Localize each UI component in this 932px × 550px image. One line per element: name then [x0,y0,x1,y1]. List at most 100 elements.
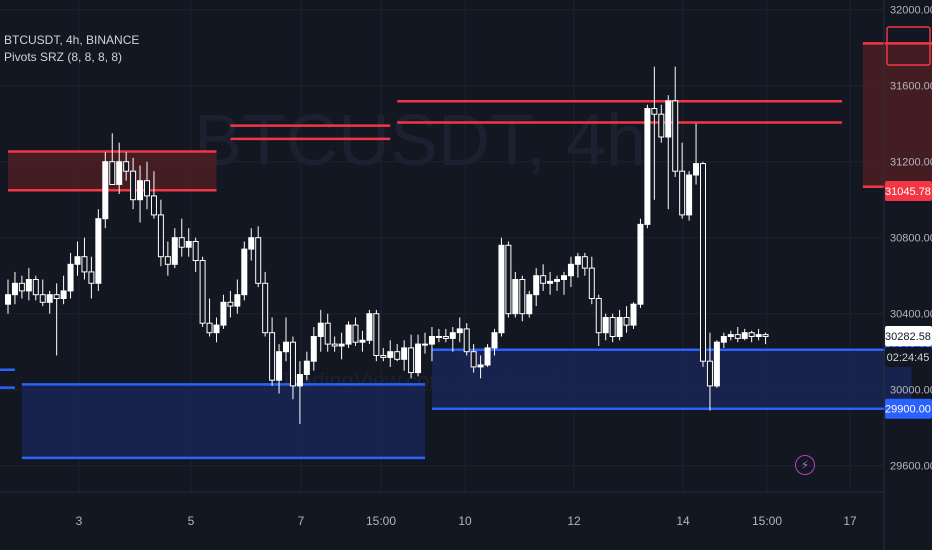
y-tick-label: 30800.00 [890,233,932,245]
y-tick-label: 30400.00 [890,309,932,321]
candle-body [269,332,276,381]
candle-body [248,237,255,250]
price-tag-bg [885,181,932,202]
candle-body [484,347,491,366]
candle-body [373,313,380,357]
candle-body [727,334,734,338]
candle-body [456,328,463,334]
x-tick-label: 15:00 [752,514,782,528]
watermark-symbol: BTCUSDT, 4h [194,101,646,181]
y-tick-label: 29600.00 [890,461,932,473]
candle-body [206,322,213,334]
indicator-legend[interactable]: Pivots SRZ (8, 8, 8, 8) [4,50,123,64]
candle-body [526,294,533,315]
candle-body [18,282,25,292]
candle-body [470,351,477,368]
candle-body [547,280,554,284]
candle-body [331,343,338,347]
candle-body [157,214,164,258]
candle-body [748,332,755,338]
candle-body [630,303,637,326]
candle-body [672,100,679,172]
candle-body [519,279,526,315]
resistance-zone-fill [862,43,932,187]
price-axis[interactable]: 32000.00 31600.00 31200.00 30800.00 30400.00… [890,5,932,473]
candle-body [67,263,74,292]
time-axis[interactable]: 3 5 7 15:00 10 12 14 15:00 17 [76,514,857,528]
support-zone-fill [21,384,426,458]
candle-body [178,237,185,248]
candle-body [706,360,713,387]
candle-body [616,317,623,337]
candle-body [734,334,741,339]
candle-body [463,328,470,353]
countdown-tag: 02:24:45 [887,352,930,364]
x-tick-label: 17 [843,514,857,528]
y-tick-label: 30000.00 [890,385,932,397]
candle-body [408,347,415,374]
candle-body [88,271,95,284]
candle-body [602,317,609,334]
candle-body [192,241,199,261]
candle-body [150,195,157,216]
symbol-legend[interactable]: BTCUSDT, 4h, BINANCE [4,33,140,47]
candle-body [25,279,32,292]
candle-body [345,324,352,345]
candle-body [366,313,373,341]
candle-body [401,347,408,360]
candle-body [651,108,658,115]
candle-body [762,334,769,338]
candlestick-series [5,66,769,424]
candle-body [700,163,706,362]
candle-body [164,256,171,265]
candle-body [32,279,39,296]
candle-body [227,301,234,307]
candle-body [283,341,289,353]
x-tick-label: 7 [298,514,305,528]
x-tick-label: 10 [458,514,472,528]
candle-body [741,332,748,339]
candle-body [623,317,630,326]
pivot-zones [0,42,932,460]
candle-body [755,334,762,338]
candle-body [533,275,540,296]
x-tick-label: 12 [567,514,581,528]
price-scale-button[interactable] [886,26,931,66]
candle-body [665,100,672,138]
candle-body [713,341,720,387]
candle-body [276,351,283,381]
candle-body [428,336,435,345]
candle-body [262,282,269,334]
candle-body [588,267,595,300]
candle-body [46,294,53,303]
candle-body [102,161,109,220]
countdown-tag-bg [885,347,932,368]
candle-body [116,161,123,185]
candle-body [220,301,227,326]
candle-body [53,294,60,300]
candle-body [199,260,206,324]
candle-body [435,336,442,338]
candle-body [171,237,178,265]
candle-body [422,343,428,346]
candle-body [505,244,512,315]
candle-body [359,339,366,343]
candle-body [255,237,262,284]
lightning-icon[interactable]: ⚡ [795,455,815,475]
candle-body [449,332,456,339]
candle-body [5,294,11,305]
candle-body [693,163,700,176]
candle-body [658,113,665,138]
y-tick-label: 31200.00 [890,157,932,169]
candle-body [498,244,505,334]
x-tick-label: 3 [76,514,83,528]
candle-body [130,170,137,201]
candle-body [609,317,616,337]
x-tick-label: 14 [676,514,690,528]
candle-body [574,256,581,265]
candle-body [352,324,359,343]
candle-body [123,161,130,172]
